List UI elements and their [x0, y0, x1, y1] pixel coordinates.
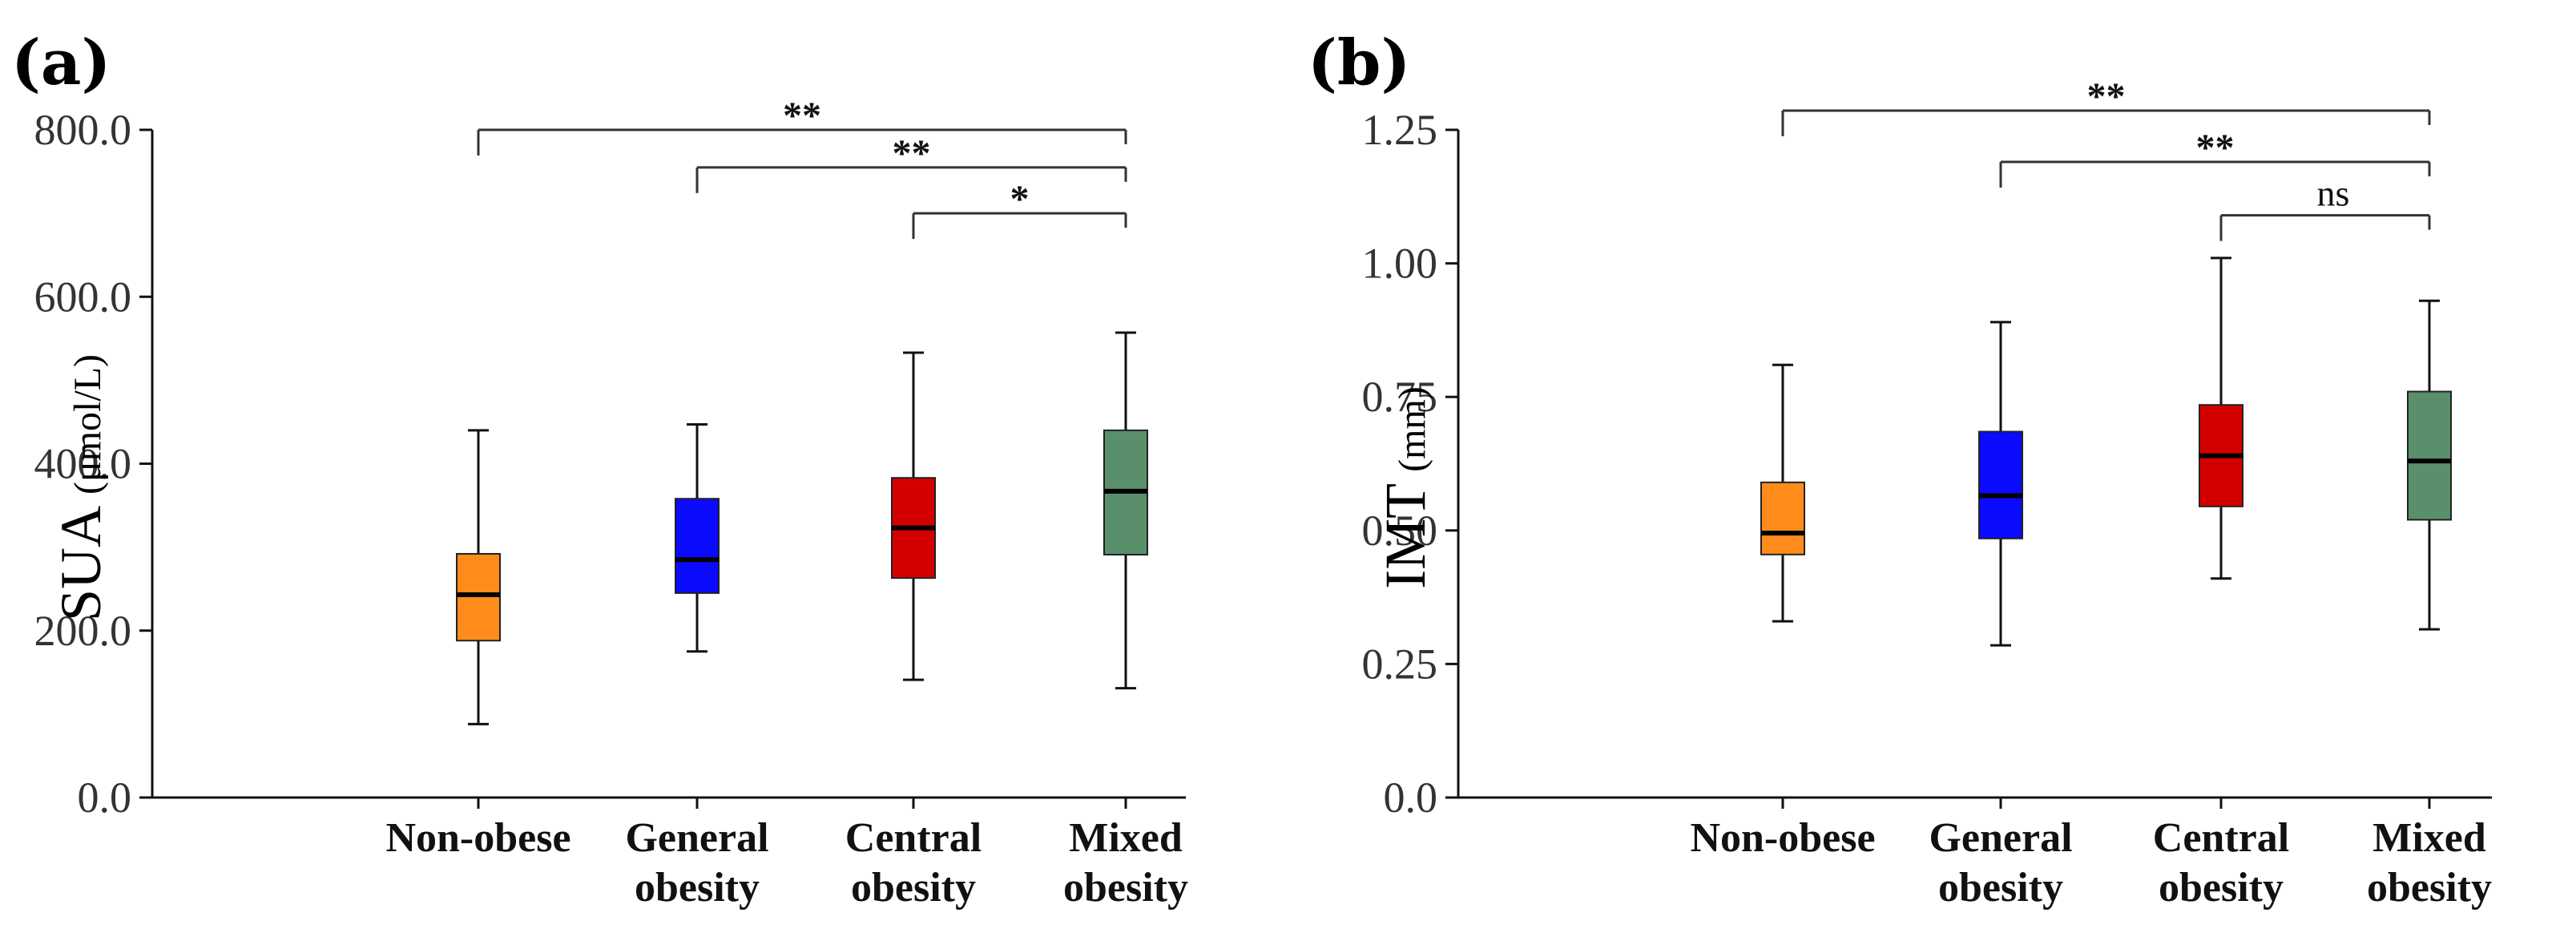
y-tick-label: 400.0	[34, 440, 132, 488]
significance-label: *	[1010, 178, 1030, 220]
box-plot	[891, 351, 936, 681]
x-category-label-line2: obesity	[851, 865, 976, 911]
x-category-label: General	[625, 815, 768, 861]
x-category-label: Mixed	[2372, 815, 2486, 861]
panel-label: (b)	[1308, 26, 1410, 99]
y-axis-label-unit: (μmol/L)	[67, 354, 109, 495]
x-category-label: General	[1929, 815, 2072, 861]
significance-label: **	[2087, 75, 2126, 118]
significance-bracket: **	[477, 95, 1127, 155]
x-category-label-line2: obesity	[2159, 865, 2284, 911]
panel-a: (a) 0.0 200.0 400.0 600.0 800.0 SUA (μmol/L) Non…	[11, 26, 1188, 911]
box-iqr	[2407, 390, 2452, 521]
significance-bracket: **	[695, 132, 1127, 193]
x-category-label: Central	[845, 815, 982, 861]
y-tick-label: 0.50	[1362, 507, 1438, 555]
box-plot	[456, 429, 501, 725]
box-plot	[1978, 321, 2023, 647]
y-tick-label: 1.25	[1362, 106, 1438, 154]
x-category-label: Central	[2153, 815, 2289, 861]
y-axis-label: IMT (mm)	[1373, 386, 1437, 589]
x-category-label: Mixed	[1069, 815, 1183, 861]
x-category-label-line2: obesity	[635, 865, 760, 911]
y-tick-label: 0.25	[1362, 640, 1438, 688]
y-tick-label: 0.0	[1384, 773, 1438, 822]
x-category-label: Non-obese	[385, 815, 570, 861]
y-tick-label: 0.75	[1362, 373, 1438, 421]
box-plot	[1760, 363, 1805, 623]
y-axis-label-main: IMT	[1373, 483, 1437, 589]
panel-label: (a)	[11, 26, 111, 99]
y-axis-label: SUA (μmol/L)	[49, 354, 113, 621]
y-axis-label-unit: (mm)	[1391, 386, 1433, 472]
y-tick-label: 1.00	[1362, 240, 1438, 288]
significance-label: ns	[2317, 173, 2350, 214]
significance-label: **	[783, 95, 821, 137]
y-axis-label-main: SUA	[49, 506, 113, 621]
y-tick-label: 0.0	[78, 773, 132, 822]
significance-label: **	[893, 132, 931, 175]
x-category-label-line2: obesity	[1938, 865, 2063, 911]
x-category-label-line2: obesity	[2367, 865, 2492, 911]
significance-label: **	[2196, 127, 2235, 169]
box-plot	[2407, 299, 2452, 631]
box-iqr	[1978, 430, 2023, 539]
x-category-label-line2: obesity	[1063, 865, 1188, 911]
box-plot	[1103, 331, 1148, 690]
y-tick-label: 600.0	[34, 273, 132, 321]
box-iqr	[675, 498, 720, 594]
box-iqr	[456, 552, 501, 642]
box-plot	[2199, 256, 2243, 580]
y-tick-label: 800.0	[34, 106, 132, 154]
box-iqr	[1760, 481, 1805, 555]
significance-bracket: **	[1781, 75, 2431, 137]
significance-bracket: *	[912, 178, 1127, 240]
significance-bracket: ns	[2219, 173, 2431, 241]
panel-b: (b) 0.0 0.25 0.50 0.75 1.00 1.25 IMT (mm) Non-obe…	[1308, 26, 2492, 911]
x-category-label: Non-obese	[1690, 815, 1875, 861]
significance-bracket: **	[1999, 127, 2431, 188]
box-plot	[675, 423, 720, 653]
y-tick-label: 200.0	[34, 607, 132, 655]
